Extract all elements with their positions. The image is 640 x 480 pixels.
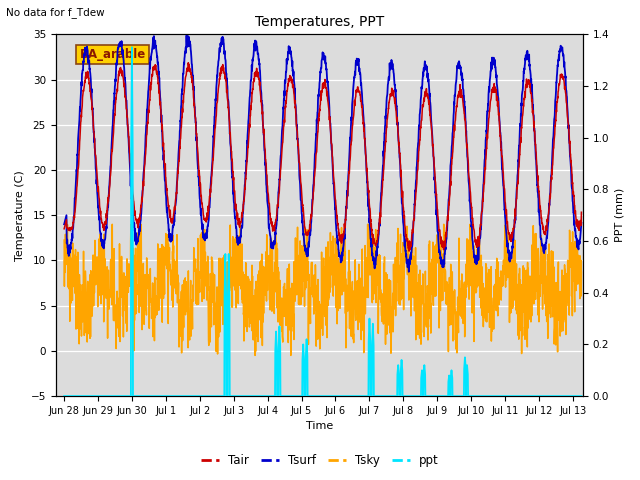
X-axis label: Time: Time: [306, 421, 333, 432]
Title: Temperatures, PPT: Temperatures, PPT: [255, 15, 384, 29]
Text: No data for f_Tdew: No data for f_Tdew: [6, 7, 105, 18]
Y-axis label: PPT (mm): PPT (mm): [615, 188, 625, 242]
Text: BA_arable: BA_arable: [79, 48, 146, 61]
Y-axis label: Temperature (C): Temperature (C): [15, 170, 25, 261]
Legend: Tair, Tsurf, Tsky, ppt: Tair, Tsurf, Tsky, ppt: [196, 449, 444, 472]
